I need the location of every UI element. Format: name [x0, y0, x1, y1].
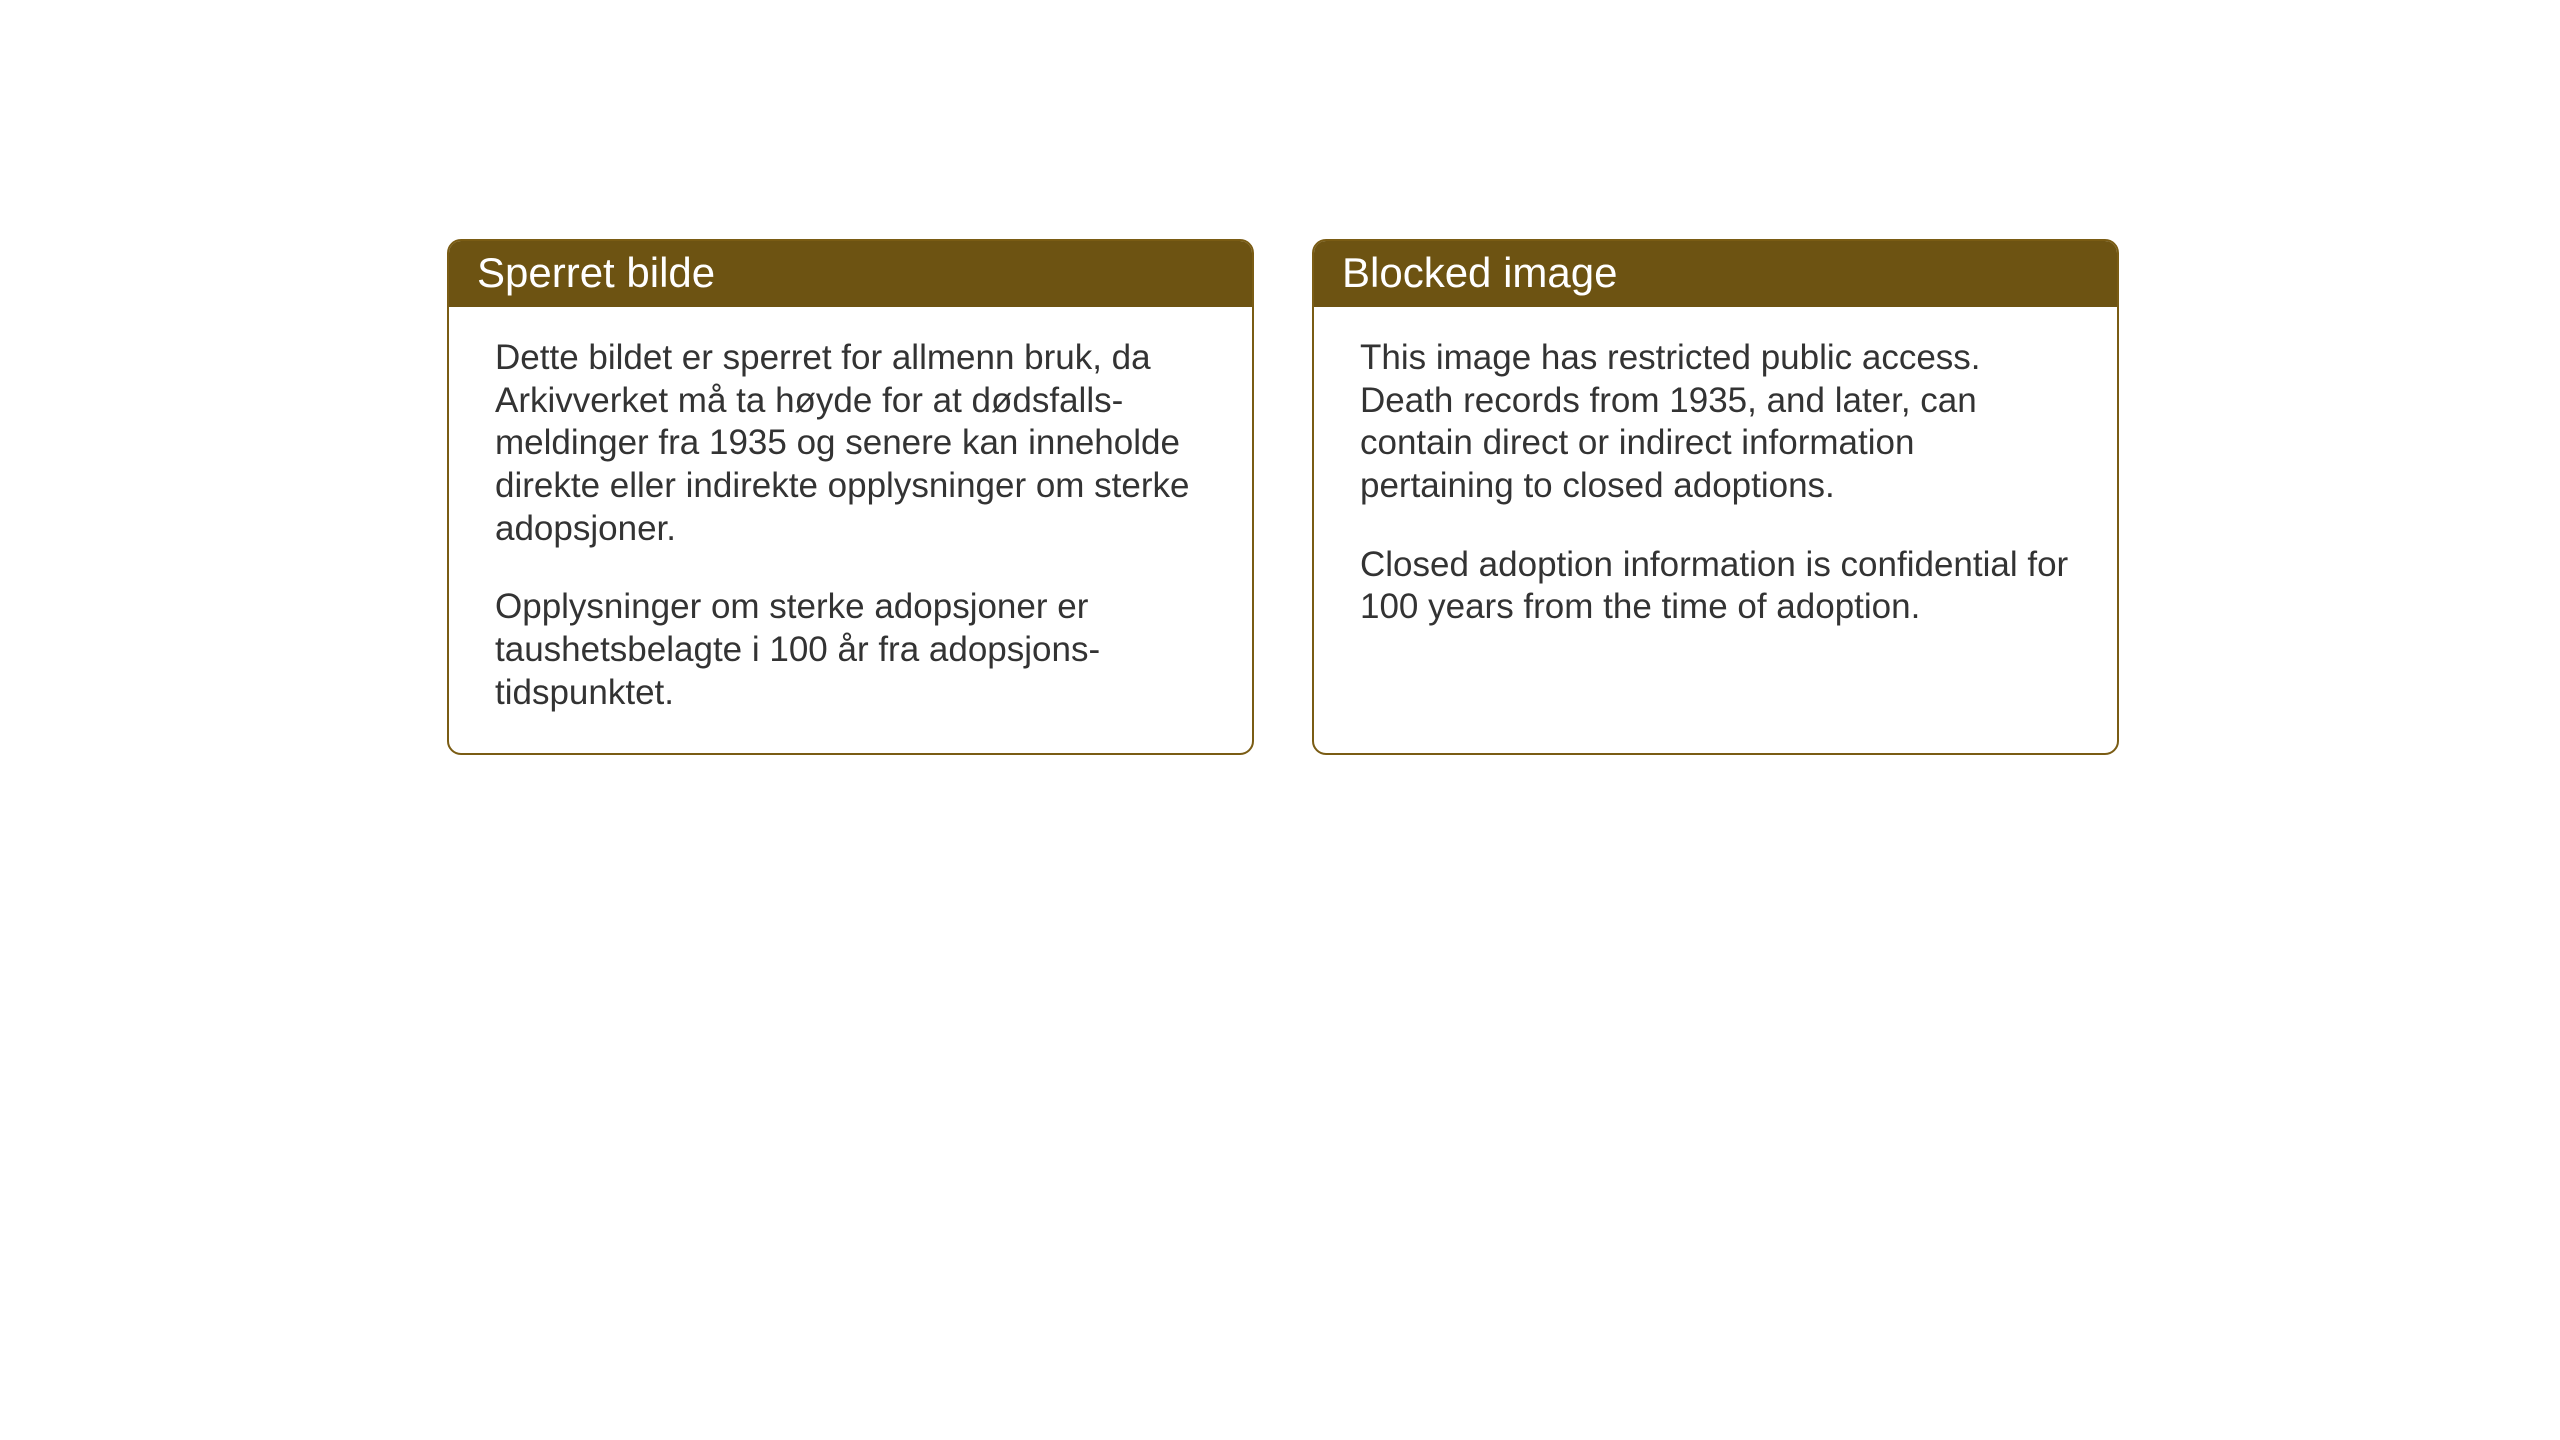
- english-card-title: Blocked image: [1314, 241, 2117, 307]
- norwegian-paragraph-1: Dette bildet er sperret for allmenn bruk…: [495, 337, 1206, 550]
- notice-cards-container: Sperret bilde Dette bildet er sperret fo…: [447, 239, 2119, 755]
- english-card-body: This image has restricted public access.…: [1314, 307, 2117, 705]
- norwegian-card-title: Sperret bilde: [449, 241, 1252, 307]
- english-notice-card: Blocked image This image has restricted …: [1312, 239, 2119, 755]
- english-paragraph-1: This image has restricted public access.…: [1360, 337, 2071, 508]
- norwegian-card-body: Dette bildet er sperret for allmenn bruk…: [449, 307, 1252, 753]
- norwegian-paragraph-2: Opplysninger om sterke adopsjoner er tau…: [495, 586, 1206, 714]
- english-paragraph-2: Closed adoption information is confident…: [1360, 544, 2071, 629]
- norwegian-notice-card: Sperret bilde Dette bildet er sperret fo…: [447, 239, 1254, 755]
